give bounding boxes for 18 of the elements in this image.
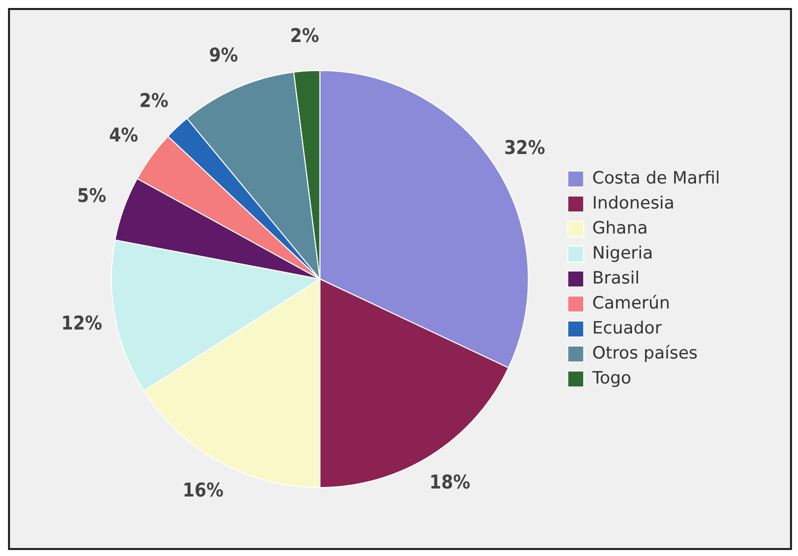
data-label: 12%: [61, 312, 102, 334]
legend-label: Ghana: [592, 218, 648, 238]
data-label: 16%: [182, 479, 224, 502]
legend-label: Otros países: [592, 343, 698, 364]
legend-label: Ecuador: [592, 318, 662, 338]
legend-label: Camerún: [592, 293, 670, 314]
legend-label: Nigeria: [592, 243, 654, 264]
data-label: 4%: [109, 124, 138, 146]
legend-label: Brasil: [592, 268, 640, 288]
legend-label: Costa de Marfil: [592, 168, 720, 188]
data-label: 32%: [504, 137, 546, 159]
data-label: 2%: [290, 24, 320, 47]
data-label: 9%: [209, 44, 238, 66]
data-label: 5%: [77, 184, 106, 207]
data-label: 18%: [429, 472, 470, 494]
legend-label: Indonesia: [592, 193, 674, 214]
data-label: 2%: [139, 90, 168, 112]
legend-label: Togo: [591, 368, 632, 388]
